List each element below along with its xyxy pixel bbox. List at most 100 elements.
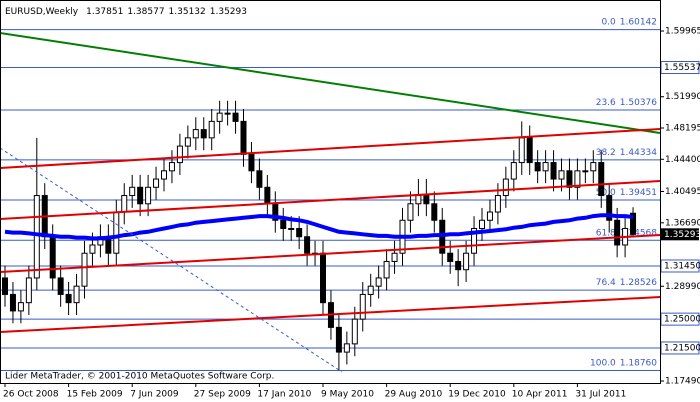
price-label: 1.31450 — [664, 261, 700, 271]
candle-body — [479, 219, 485, 229]
candle-body — [582, 170, 589, 173]
current-price-box — [661, 228, 699, 241]
header-low: 1.35132 — [169, 7, 206, 17]
fibo-price: 1.39451 — [620, 188, 657, 198]
channel-line — [0, 234, 661, 273]
candle-body — [455, 260, 462, 271]
fibo-label: 76.4 1.28526 — [596, 278, 658, 288]
channel-line — [0, 296, 661, 333]
y-tick-label: 1.28990 — [665, 282, 700, 292]
candle-body — [343, 343, 350, 353]
candle-body — [240, 120, 247, 155]
candle-body — [598, 162, 605, 197]
candle-body — [89, 244, 96, 254]
y-tick-label: 1.17490 — [665, 377, 700, 387]
x-tick-label: 29 Aug 2010 — [385, 390, 443, 400]
x-tick-label: 31 Jul 2011 — [575, 390, 626, 400]
footer: Lider MetaTrader, © 2001-2010 MetaQuotes… — [5, 372, 274, 382]
fibo-label: 0.0 1.60142 — [601, 17, 657, 27]
fibo-ratio: 50.0 — [596, 188, 616, 198]
candle-body — [25, 277, 32, 304]
candle-body — [375, 277, 382, 287]
y-tick-label: 1.36690 — [665, 218, 700, 228]
header: EURUSD,Weekly 1.37851 1.38577 1.35132 1.3529… — [5, 7, 247, 17]
candle-body — [431, 203, 438, 221]
candle-body — [550, 162, 557, 180]
header-high: 1.38577 — [127, 7, 164, 17]
fibo-ratio: 0.0 — [601, 17, 616, 27]
candle-body — [153, 178, 160, 188]
candle-body — [383, 260, 390, 279]
fibo-ratio: 23.6 — [596, 98, 616, 108]
candle-body — [192, 129, 199, 139]
candle-body — [232, 112, 239, 122]
symbol: EURUSD,Weekly — [5, 7, 79, 17]
fibo-ratio: 76.4 — [596, 278, 616, 288]
candle-body — [542, 162, 549, 172]
candle-body — [113, 211, 120, 254]
candle-body — [574, 170, 581, 188]
price-label: 1.25000 — [664, 315, 700, 325]
fibo-price: 1.34568 — [620, 228, 657, 238]
candle-body — [137, 186, 144, 205]
fibo-label: 38.2 1.44334 — [596, 147, 658, 157]
y-tick-label: 1.51990 — [665, 92, 700, 102]
candle-body — [486, 211, 493, 221]
candle-body — [351, 318, 358, 345]
candle-body — [2, 277, 8, 295]
x-tick-label: 15 Feb 2009 — [67, 390, 123, 400]
candle-body — [81, 252, 88, 287]
candle-body — [73, 285, 80, 304]
candle-body — [145, 186, 152, 205]
fibo-label: 100.0 1.18760 — [590, 358, 657, 368]
fibo-trend — [0, 147, 343, 373]
fibo-label: 23.6 1.50376 — [596, 98, 658, 108]
price-label: 1.55537 — [664, 63, 700, 73]
candle-body — [391, 252, 398, 262]
current-price: 1.35293 — [664, 230, 700, 240]
candle-body — [494, 195, 501, 213]
candle-body — [33, 195, 40, 279]
candle-body — [630, 212, 637, 235]
candle-body — [558, 170, 565, 180]
candle-body — [248, 153, 255, 172]
x-tick-label: 9 May 2010 — [321, 390, 374, 400]
candle-body — [304, 236, 311, 254]
candle-body — [367, 285, 374, 295]
x-tick-label: 26 Oct 2008 — [3, 390, 59, 400]
candle-body — [518, 137, 525, 164]
candle-body — [184, 137, 191, 147]
candle-body — [407, 203, 414, 221]
x-tick-label: 10 Apr 2011 — [512, 390, 568, 400]
y-tick-label: 1.40495 — [665, 187, 700, 197]
candle-body — [224, 112, 231, 115]
candle-body — [296, 227, 303, 238]
candle-body — [176, 145, 183, 164]
candle-body — [447, 252, 454, 262]
fibo-price: 1.60142 — [620, 17, 657, 27]
candle-body — [566, 170, 573, 188]
candle-body — [614, 219, 621, 246]
fibo-label: 61.8 1.34568 — [596, 228, 658, 238]
candle-body — [216, 112, 223, 122]
candle-body — [121, 195, 128, 213]
candle-body — [129, 186, 136, 197]
candle-body — [256, 170, 263, 188]
candle-body — [9, 293, 16, 312]
header-close: 1.35293 — [210, 7, 247, 17]
candle-body — [526, 137, 533, 164]
candle-body — [200, 129, 207, 139]
fibo-price: 1.44334 — [620, 147, 657, 157]
candle-body — [280, 219, 287, 229]
channel-line — [0, 180, 661, 220]
fibo-price: 1.18760 — [620, 358, 657, 368]
candle-body — [161, 170, 167, 180]
fibo-price: 1.50376 — [620, 98, 657, 108]
price-label: 1.21500 — [664, 343, 700, 353]
candle-body — [168, 162, 175, 172]
header-open: 1.37851 — [86, 7, 123, 17]
candle-body — [208, 120, 215, 139]
plot-frame — [0, 0, 661, 384]
